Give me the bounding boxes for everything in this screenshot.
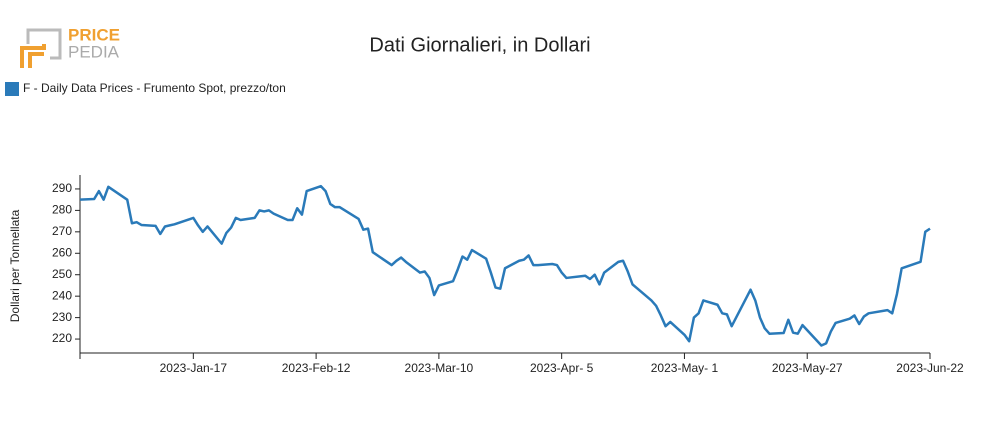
legend-label: F - Daily Data Prices - Frumento Spot, p… <box>23 81 286 95</box>
y-axis-label: Dollari per Tonnellata <box>8 209 22 322</box>
logo-top: PRICE <box>68 25 120 44</box>
x-tick-label: 2023-May-27 <box>772 361 843 375</box>
y-tick-label: 240 <box>52 288 72 302</box>
y-tick-label: 260 <box>52 245 72 259</box>
y-tick-label: 290 <box>52 181 72 195</box>
x-tick-label: 2023-Jan-17 <box>160 361 228 375</box>
chart-title: Dati Giornalieri, in Dollari <box>369 34 590 56</box>
y-tick-label: 270 <box>52 224 72 238</box>
x-tick-label: 2023-May- 1 <box>651 361 719 375</box>
line-series <box>79 184 931 347</box>
y-tick-label: 250 <box>52 267 72 281</box>
x-tick-label: 2023-Mar-10 <box>405 361 474 375</box>
y-tick-label: 230 <box>52 310 72 324</box>
legend-swatch <box>5 82 19 96</box>
logo-bottom: PEDIA <box>68 42 120 61</box>
logo-mark-grey <box>26 28 62 60</box>
x-tick-label: 2023-Feb-12 <box>282 361 351 375</box>
logo-mark <box>20 44 46 68</box>
y-tick-label: 280 <box>52 203 72 217</box>
y-tick-label: 220 <box>52 331 72 345</box>
x-tick-label: 2023-Apr- 5 <box>530 361 594 375</box>
logo: PRICE PEDIA <box>20 25 120 68</box>
x-tick-label: 2023-Jun-22 <box>896 361 964 375</box>
